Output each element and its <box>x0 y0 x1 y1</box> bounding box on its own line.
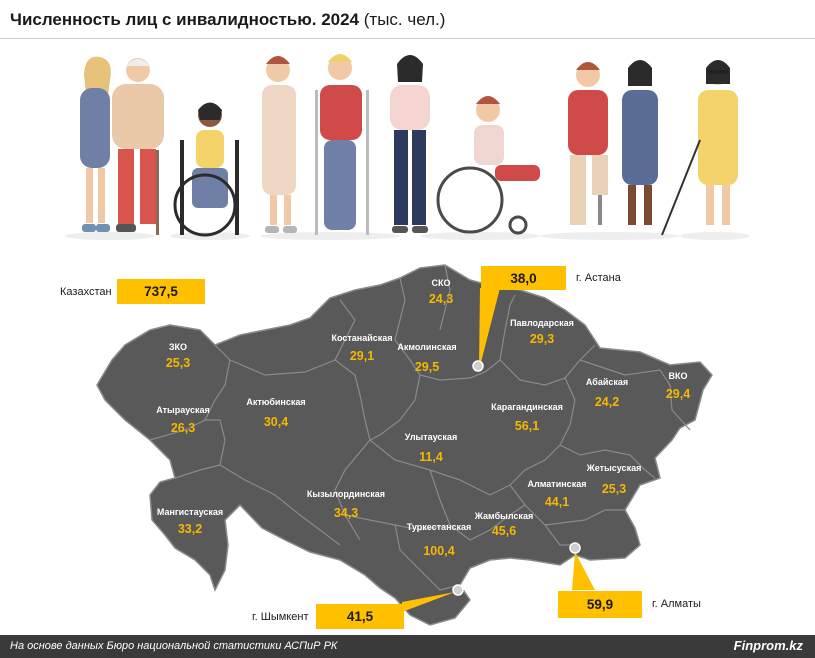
region-value-ulytau: 11,4 <box>419 450 443 464</box>
region-vko: ВКО 29,4 <box>666 371 690 401</box>
person-icon-9 <box>622 60 658 225</box>
region-value-zko: 25,3 <box>166 356 190 370</box>
shymkent-pointer <box>402 584 464 612</box>
person-icon-7 <box>436 96 540 235</box>
shymkent-label: г. Шымкент <box>252 611 309 623</box>
region-name-aktobe: Актюбинская <box>246 397 305 407</box>
region-name-mangystau: Мангистауская <box>157 507 223 517</box>
region-name-sko: СКО <box>432 278 451 288</box>
shymkent-value-box: 41,5 <box>316 604 404 629</box>
region-abay: Абайская 24,2 <box>586 377 628 409</box>
total-label: Казахстан <box>60 286 112 298</box>
region-kostanay: Костанайская 29,1 <box>331 333 392 363</box>
title-unit: (тыс. чел.) <box>363 10 446 29</box>
astana-value-box: 38,0 <box>481 266 566 290</box>
region-sko: СКО 24,3 <box>429 278 453 306</box>
map-body <box>96 264 713 626</box>
footer-bar: На основе данных Бюро национальной стати… <box>0 635 815 658</box>
people-illustration <box>65 54 750 240</box>
region-aktobe: Актюбинская 30,4 <box>246 397 305 429</box>
region-value-pavlodar: 29,3 <box>530 332 554 346</box>
region-value-mangystau: 33,2 <box>178 522 202 536</box>
region-zko: ЗКО 25,3 <box>166 342 190 370</box>
region-akmola: Акмолинская 29,5 <box>397 342 456 374</box>
region-name-turkestan: Туркестанская <box>407 522 472 532</box>
person-icon-3 <box>173 102 239 237</box>
brand-logo: Finprom.kz <box>733 638 803 653</box>
almaty-label: г. Алматы <box>652 598 701 610</box>
region-name-zko: ЗКО <box>169 342 187 352</box>
almaty-value-box: 59,9 <box>558 591 642 618</box>
region-value-atyrau: 26,3 <box>171 421 195 435</box>
region-atyrau: Атырауская 26,3 <box>156 405 210 435</box>
region-mangystau: Мангистауская 33,2 <box>157 507 223 536</box>
region-value-almaty-region: 44,1 <box>545 495 569 509</box>
region-value-kostanay: 29,1 <box>350 349 374 363</box>
person-icon-2 <box>112 58 164 235</box>
region-value-aktobe: 30,4 <box>264 415 288 429</box>
title-main: Численность лиц с инвалидностью. 2024 <box>10 10 360 29</box>
region-name-akmola: Акмолинская <box>397 342 456 352</box>
region-name-almaty-region: Алматинская <box>528 479 587 489</box>
person-icon-1 <box>80 56 111 232</box>
region-name-abay: Абайская <box>586 377 628 387</box>
region-borders <box>149 264 691 591</box>
astana-pointer <box>472 288 500 372</box>
region-karaganda: Карагандинская 56,1 <box>491 402 563 433</box>
region-value-kyzylorda: 34,3 <box>334 506 358 520</box>
region-name-karaganda: Карагандинская <box>491 402 563 412</box>
region-name-zhambyl: Жамбылская <box>474 511 533 521</box>
region-name-atyrau: Атырауская <box>156 405 210 415</box>
region-pavlodar: Павлодарская 29,3 <box>510 318 574 346</box>
person-icon-5 <box>315 54 369 235</box>
person-icon-6 <box>390 55 430 233</box>
region-kyzylorda: Кызылординская 34,3 <box>307 489 385 520</box>
astana-label: г. Астана <box>576 272 621 284</box>
region-value-turkestan: 100,4 <box>423 544 454 558</box>
region-value-zhambyl: 45,6 <box>492 524 516 538</box>
region-name-vko: ВКО <box>669 371 688 381</box>
region-name-ulytau: Улытауская <box>405 432 457 442</box>
region-zhetysu: Жетысуская 25,3 <box>586 463 642 496</box>
person-icon-8 <box>568 62 608 225</box>
person-icon-4 <box>262 56 297 233</box>
region-value-abay: 24,2 <box>595 395 619 409</box>
region-name-kyzylorda: Кызылординская <box>307 489 385 499</box>
region-almaty: Алматинская 44,1 <box>528 479 587 509</box>
region-zhambyl: Жамбылская 45,6 <box>474 511 533 538</box>
region-value-sko: 24,3 <box>429 292 453 306</box>
region-name-pavlodar: Павлодарская <box>510 318 574 328</box>
region-value-karaganda: 56,1 <box>515 419 539 433</box>
region-value-vko: 29,4 <box>666 387 690 401</box>
region-value-akmola: 29,5 <box>415 360 439 374</box>
region-value-zhetysu: 25,3 <box>602 482 626 496</box>
almaty-pointer <box>569 542 595 590</box>
total-value-box: 737,5 <box>117 279 205 304</box>
region-ulytau: Улытауская 11,4 <box>405 432 457 464</box>
region-turkestan: Туркестанская 100,4 <box>407 522 472 558</box>
title-divider <box>0 38 815 39</box>
source-note: На основе данных Бюро национальной стати… <box>10 640 338 652</box>
region-name-kostanay: Костанайская <box>331 333 392 343</box>
chart-title: Численность лиц с инвалидностью. 2024 (т… <box>10 10 445 30</box>
region-name-zhetysu: Жетысуская <box>586 463 642 473</box>
person-icon-10 <box>661 60 738 236</box>
